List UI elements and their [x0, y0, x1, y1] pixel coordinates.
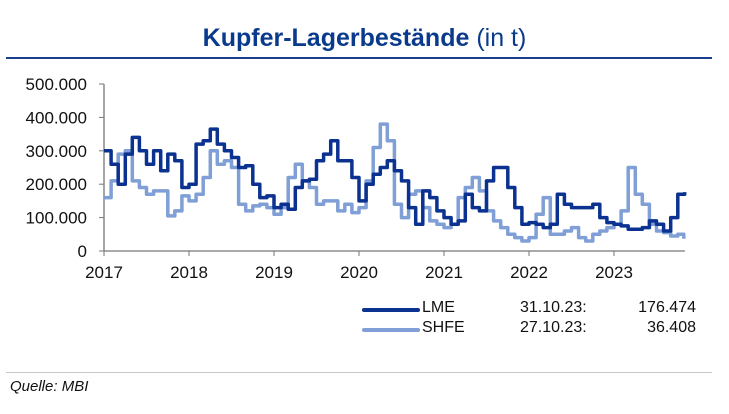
legend-swatch-shfe [362, 328, 420, 332]
y-tick-label: 0 [78, 242, 87, 261]
title-rule [6, 57, 712, 59]
x-tick-label: 2020 [340, 263, 378, 282]
footer-rule [6, 372, 712, 373]
x-tick-label: 2017 [85, 263, 123, 282]
chart-title: Kupfer-Lagerbestände (in t) [0, 24, 729, 53]
legend-item-shfe: SHFE 27.10.23: 36.408 [362, 319, 702, 339]
y-tick-label: 400.000 [26, 108, 87, 127]
legend-value-shfe: 36.408 [647, 319, 696, 336]
y-tick-label: 300.000 [26, 142, 87, 161]
legend: LME 31.10.23: 176.474 SHFE 27.10.23: 36.… [362, 299, 702, 339]
legend-label-lme: LME [422, 299, 455, 316]
legend-date-lme: 31.10.23: [520, 299, 587, 316]
y-tick-label: 100.000 [26, 209, 87, 228]
legend-label-shfe: SHFE [422, 319, 465, 336]
x-tick-label: 2022 [510, 263, 548, 282]
x-tick-label: 2021 [425, 263, 463, 282]
chart-title-main: Kupfer-Lagerbestände [202, 24, 470, 52]
x-tick-label: 2019 [255, 263, 293, 282]
y-tick-label: 500.000 [26, 75, 87, 94]
x-tick-label: 2023 [595, 263, 633, 282]
legend-value-lme: 176.474 [638, 299, 696, 316]
y-tick-label: 200.000 [26, 175, 87, 194]
legend-swatch-lme [362, 308, 420, 312]
source-note: Quelle: MBI [10, 378, 89, 395]
series-line-lme [104, 127, 687, 233]
chart-title-unit: (in t) [476, 24, 527, 52]
legend-date-shfe: 27.10.23: [520, 319, 587, 336]
series-line-shfe [104, 122, 686, 243]
x-tick-label: 2018 [170, 263, 208, 282]
legend-item-lme: LME 31.10.23: 176.474 [362, 299, 702, 319]
